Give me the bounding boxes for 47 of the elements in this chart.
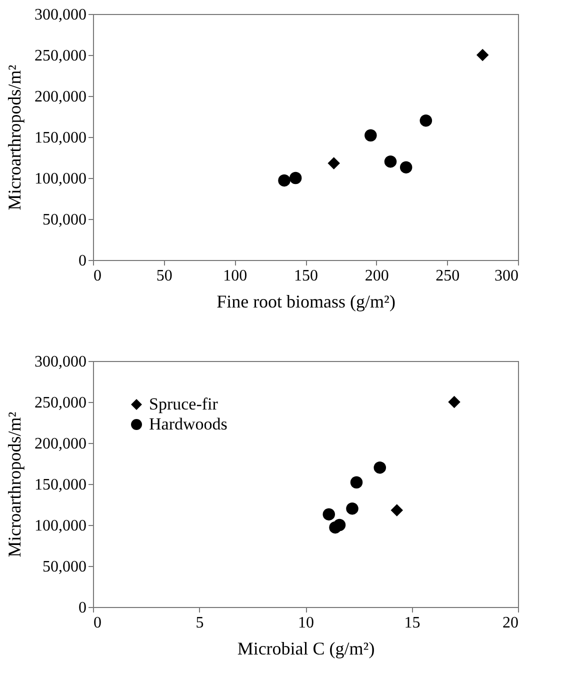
y-tick-label: 0: [78, 600, 86, 616]
x-tick-label: 200: [364, 268, 389, 284]
point: [476, 48, 489, 62]
y-tick-label: 50,000: [42, 558, 86, 576]
y-tick-label: 100,000: [34, 518, 86, 534]
point: [420, 114, 432, 127]
legend-label: Spruce-fir: [149, 394, 218, 414]
point: [400, 161, 412, 174]
y-tick-label: 200,000: [34, 88, 86, 106]
x-tick-label: 300: [494, 268, 518, 284]
point: [278, 174, 290, 187]
x-tick-label: 10: [298, 614, 314, 632]
x-tick-label: 50: [156, 268, 172, 284]
x-axis-title: Microbial C (g/m²): [237, 638, 375, 658]
point: [390, 504, 403, 516]
point: [346, 502, 358, 515]
y-tick-label: 100,000: [34, 170, 86, 188]
y-tick-label: 150,000: [34, 476, 86, 494]
y-axis-title: Microarthropods/m²: [4, 64, 24, 210]
y-tick-label: 250,000: [34, 394, 86, 412]
x-tick-label: 100: [223, 268, 248, 284]
x-tick-label: 150: [294, 268, 318, 284]
x-tick-label: 20: [502, 614, 518, 632]
point: [328, 157, 340, 170]
y-tick-label: 250,000: [34, 48, 86, 64]
y-tick-label: 0: [78, 252, 86, 270]
point: [374, 461, 386, 474]
y-tick-label: 300,000: [34, 354, 86, 370]
point: [322, 508, 335, 520]
point: [333, 518, 346, 532]
y-tick-label: 300,000: [34, 6, 86, 24]
point: [448, 396, 460, 408]
point: [289, 172, 302, 184]
point: [364, 129, 377, 142]
point: [350, 476, 363, 488]
y-tick-label: 200,000: [34, 436, 86, 452]
y-tick-label: 50,000: [42, 212, 86, 228]
x-tick-label: 5: [196, 614, 204, 632]
x-axis-title: Fine root biomass (g/m²): [216, 292, 396, 312]
point: [384, 155, 397, 168]
legend-label: Hardwoods: [149, 414, 228, 434]
x-tick-label: 0: [94, 268, 102, 284]
x-tick-label: 15: [404, 614, 420, 632]
y-axis-title: Microarthropods/m²: [4, 412, 24, 558]
x-tick-label: 250: [436, 268, 460, 284]
x-tick-label: 0: [94, 614, 102, 632]
y-tick-label: 150,000: [34, 130, 86, 146]
